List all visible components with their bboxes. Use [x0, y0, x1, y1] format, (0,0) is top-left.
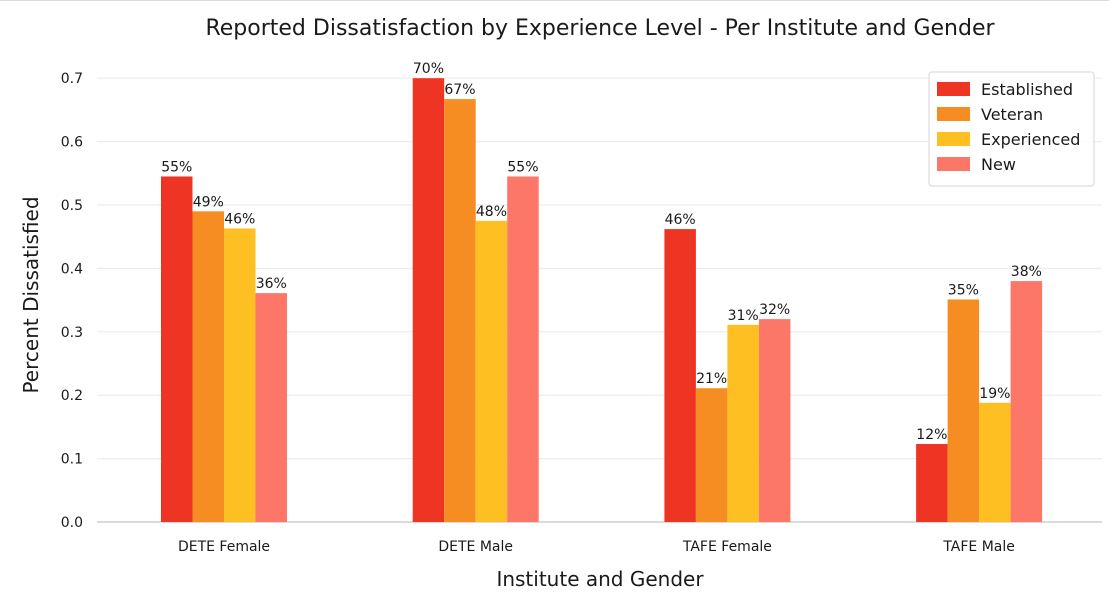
bar — [507, 176, 539, 522]
chart-title: Reported Dissatisfaction by Experience L… — [205, 16, 995, 41]
legend-label: New — [981, 155, 1016, 174]
legend-box — [928, 71, 1095, 187]
bar — [916, 444, 948, 522]
data-label: 32% — [759, 302, 790, 318]
x-tick-label: TAFE Female — [682, 539, 772, 555]
legend: Established Veteran Experienced New — [928, 71, 1095, 187]
bar — [161, 176, 193, 522]
bar — [255, 293, 287, 522]
data-label: 12% — [916, 427, 947, 443]
data-label: 31% — [728, 308, 759, 324]
y-axis-ticks: 0.0 0.1 0.2 0.3 0.4 0.5 0.6 0.7 — [61, 71, 83, 531]
legend-swatch — [937, 107, 970, 121]
bar — [412, 78, 445, 522]
y-tick-label: 0.7 — [61, 71, 83, 87]
y-tick-label: 0.3 — [61, 325, 83, 341]
y-tick-label: 0.1 — [61, 452, 83, 468]
data-label: 38% — [1011, 264, 1042, 280]
y-axis-label: Percent Dissatisfied — [19, 196, 43, 393]
legend-label: Established — [981, 80, 1073, 99]
data-label: 19% — [979, 386, 1010, 402]
bar — [475, 220, 508, 522]
legend-swatch — [937, 132, 970, 146]
data-labels: 55%49%46%36%70%67%48%55%46%21%31% 32%12%3… — [161, 61, 1042, 443]
bars — [161, 78, 1043, 523]
bar — [224, 228, 256, 522]
bar — [1010, 281, 1043, 522]
data-label: 46% — [665, 212, 696, 228]
y-tick-label: 0.2 — [61, 388, 83, 404]
data-label: 55% — [161, 159, 192, 175]
bar — [444, 99, 476, 523]
data-label: 36% — [256, 276, 287, 292]
legend-swatch — [937, 82, 970, 96]
x-axis-label: Institute and Gender — [496, 567, 704, 591]
bar — [947, 299, 980, 522]
x-tick-label: DETE Female — [178, 539, 270, 555]
x-axis-ticks: DETE Female DETE Male TAFE Female TAFE Male — [178, 539, 1015, 555]
data-label: 48% — [476, 204, 507, 220]
data-label: 49% — [193, 194, 224, 210]
legend-label: Veteran — [981, 105, 1043, 124]
y-tick-label: 0.6 — [61, 135, 83, 151]
legend-swatch — [937, 157, 970, 171]
bar — [695, 388, 728, 522]
bar — [192, 211, 224, 523]
legend-label: Experienced — [981, 130, 1080, 149]
window-top-edge — [0, 0, 1109, 3]
data-label: 70% — [413, 61, 444, 77]
x-tick-label: TAFE Male — [942, 539, 1015, 555]
y-tick-label: 0.5 — [61, 198, 83, 214]
data-label: 67% — [444, 82, 475, 98]
data-label: 35% — [948, 282, 979, 298]
x-tick-label: DETE Male — [438, 539, 513, 555]
bar — [979, 402, 1011, 522]
y-tick-label: 0.0 — [61, 515, 83, 531]
bar — [758, 319, 791, 522]
bar — [664, 229, 696, 523]
bar — [727, 324, 759, 522]
y-tick-label: 0.4 — [61, 261, 83, 277]
data-label: 46% — [224, 211, 255, 227]
data-label: 21% — [696, 371, 727, 387]
data-label: 55% — [507, 159, 538, 175]
